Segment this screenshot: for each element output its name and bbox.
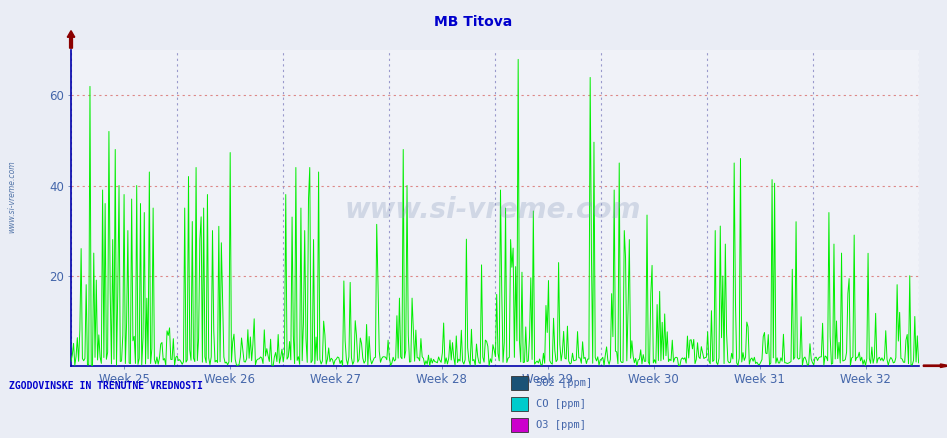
Text: CO [ppm]: CO [ppm] [536,399,586,409]
Text: www.si-vreme.com: www.si-vreme.com [344,196,641,224]
Text: O3 [ppm]: O3 [ppm] [536,420,586,430]
Text: SO2 [ppm]: SO2 [ppm] [536,378,592,388]
Text: www.si-vreme.com: www.si-vreme.com [8,161,17,233]
Text: ZGODOVINSKE IN TRENUTNE VREDNOSTI: ZGODOVINSKE IN TRENUTNE VREDNOSTI [9,381,204,391]
Text: MB Titova: MB Titova [435,15,512,29]
